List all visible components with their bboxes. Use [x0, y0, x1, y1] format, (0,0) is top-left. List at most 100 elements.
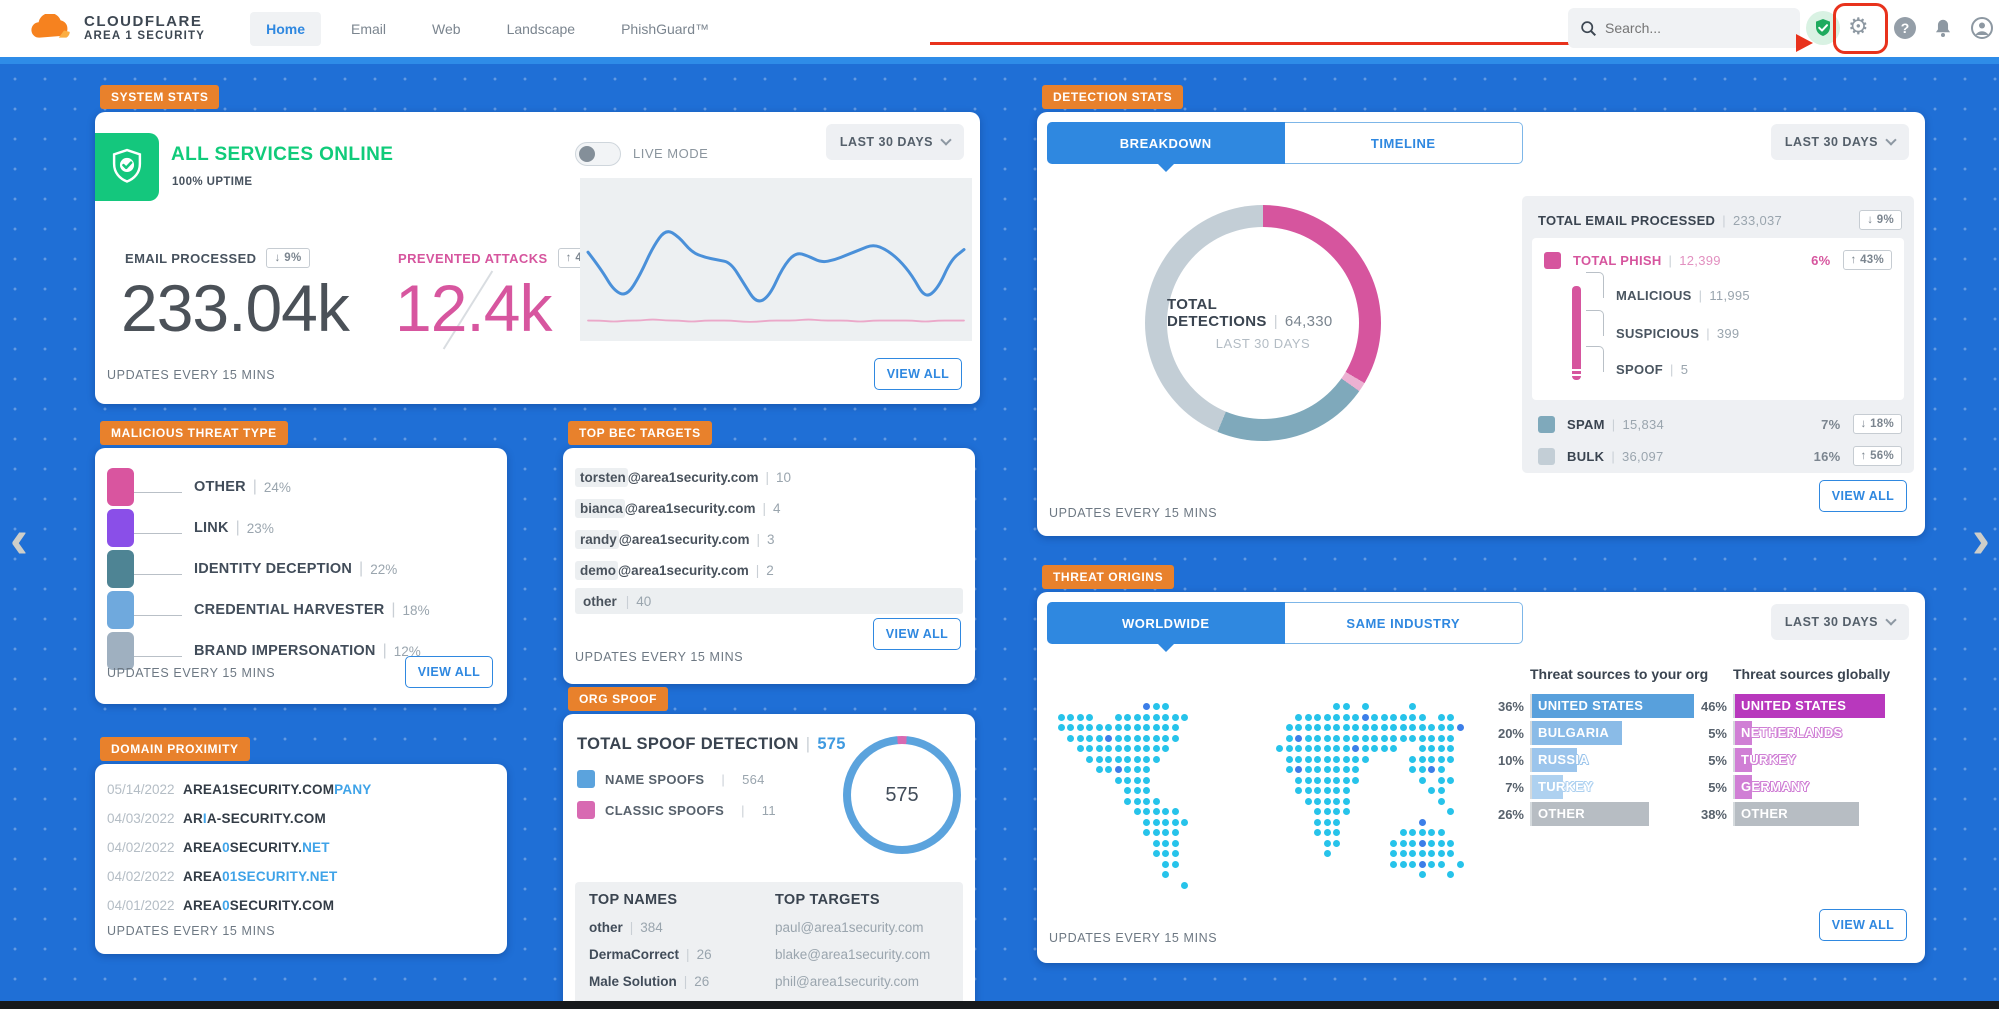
detection-tab-breakdown[interactable]: BREAKDOWN: [1047, 122, 1285, 172]
map-dot: [1437, 766, 1445, 773]
map-dot: [1162, 703, 1169, 710]
detection-range-dropdown[interactable]: LAST 30 DAYS: [1770, 124, 1909, 160]
world-threat-map: [1048, 703, 1488, 898]
previous-page-chevron[interactable]: ‹: [10, 509, 28, 569]
connector-elbow: [1586, 346, 1604, 372]
map-dot: [1114, 713, 1122, 721]
map-dot: [1162, 860, 1169, 868]
global-sources-title: Threat sources globally: [1733, 666, 1891, 682]
next-page-chevron[interactable]: ›: [1972, 509, 1990, 569]
search-box[interactable]: [1568, 8, 1800, 48]
legend-color-swatch: [577, 801, 595, 819]
threat-origins-view-all-button[interactable]: VIEW ALL: [1819, 909, 1907, 941]
domain-date: 04/01/2022: [107, 898, 175, 913]
threat-source-row: 5% TURKEY: [1685, 748, 1915, 772]
map-dot: [1390, 745, 1397, 752]
map-dot: [1333, 734, 1340, 742]
bec-target-row[interactable]: other | 40: [575, 588, 963, 614]
map-dot: [1447, 734, 1454, 742]
nav-item-email[interactable]: Email: [351, 20, 387, 37]
map-dot: [1409, 850, 1416, 857]
map-dot: [1143, 755, 1150, 763]
top-bec-targets-card: TOP BEC TARGETS torsten @area1security.co…: [563, 421, 975, 684]
threat-source-bar: [1735, 748, 1752, 772]
map-dot: [1447, 745, 1454, 752]
map-dot: [1304, 766, 1312, 773]
domain-proximity-updates-text: UPDATES EVERY 15 MINS: [107, 924, 276, 938]
map-dot: [1409, 766, 1416, 773]
range-label: LAST 30 DAYS: [839, 135, 933, 149]
map-dot: [1323, 755, 1331, 763]
settings-gear-icon[interactable]: ⚙: [1848, 13, 1869, 39]
map-dot: [1133, 787, 1141, 794]
bec-target-row[interactable]: demo @area1security.com | 2: [575, 557, 963, 583]
notifications-bell-icon[interactable]: [1932, 16, 1954, 45]
map-dot: [1086, 724, 1093, 731]
bec-view-all-button[interactable]: VIEW ALL: [873, 618, 961, 650]
detection-tab-timeline[interactable]: TIMELINE: [1284, 122, 1523, 164]
system-stats-view-all-button[interactable]: VIEW ALL: [874, 358, 962, 390]
malicious-threat-view-all-button[interactable]: VIEW ALL: [405, 656, 493, 688]
map-dot: [1390, 713, 1397, 721]
bec-target-row[interactable]: torsten @area1security.com | 10: [575, 464, 963, 490]
map-dot: [1171, 839, 1179, 847]
user-account-icon[interactable]: [1970, 16, 1994, 45]
map-dot: [1181, 818, 1188, 826]
org-spoof-card: ORG SPOOF TOTAL SPOOF DETECTION | 575 NAME…: [563, 687, 975, 1009]
map-dot: [1428, 745, 1435, 752]
nav-item-phishguard[interactable]: PhishGuard™: [621, 20, 710, 37]
map-dot: [1342, 755, 1350, 763]
top-name-row: Male Solution | 26: [589, 974, 710, 989]
map-dot: [1314, 818, 1321, 826]
domain-name: AREA01SECURITY.NET: [183, 869, 338, 884]
map-dot: [1352, 755, 1359, 763]
map-dot: [1152, 724, 1160, 731]
nav-item-web[interactable]: Web: [432, 20, 461, 37]
map-dot: [1323, 787, 1331, 794]
threat-origins-range-dropdown[interactable]: LAST 30 DAYS: [1770, 604, 1909, 640]
threat-source-percent: 20%: [1497, 725, 1524, 741]
threat-type-percent: 18%: [402, 602, 430, 618]
map-dot: [1418, 860, 1426, 868]
live-mode-toggle[interactable]: [575, 142, 621, 166]
map-dot: [1437, 839, 1445, 847]
map-dot: [1124, 724, 1131, 731]
domain-row[interactable]: 04/03/2022 ARIA-SECURITY.COM: [107, 811, 326, 826]
map-dot: [1162, 808, 1169, 815]
search-input[interactable]: [1605, 20, 1775, 36]
map-dot: [1380, 724, 1388, 731]
map-dot: [1143, 745, 1150, 752]
detection-view-all-button[interactable]: VIEW ALL: [1819, 480, 1907, 512]
range-label: LAST 30 DAYS: [1784, 615, 1878, 629]
bec-target-row[interactable]: bianca @area1security.com | 4: [575, 495, 963, 521]
detection-stats-tag: DETECTION STATS: [1042, 85, 1184, 109]
domain-row[interactable]: 04/02/2022 AREA0SECURITY.NET: [107, 840, 330, 855]
map-dot: [1418, 745, 1426, 752]
nav-item-landscape[interactable]: Landscape: [506, 20, 576, 37]
top-spoof-panel: TOP NAMES TOP TARGETS other | 384 DermaCorr…: [575, 882, 963, 1009]
domain-row[interactable]: 04/01/2022 AREA0SECURITY.COM: [107, 898, 334, 913]
map-dot: [1285, 755, 1293, 763]
threat-source-country: TURKEY: [1538, 779, 1594, 794]
map-dot: [1171, 734, 1179, 742]
nav-item-home[interactable]: Home: [250, 11, 321, 46]
domain-row[interactable]: 05/14/2022 AREA1SECURITY.COMPANY: [107, 782, 371, 797]
map-dot: [1105, 724, 1112, 731]
bec-target-row[interactable]: randy @area1security.com | 3: [575, 526, 963, 552]
threat-origins-tab-same-industry[interactable]: SAME INDUSTRY: [1284, 602, 1523, 644]
domain-date: 04/02/2022: [107, 840, 175, 855]
threat-origins-tab-worldwide[interactable]: WORLDWIDE: [1047, 602, 1285, 652]
domain-row[interactable]: 04/02/2022 AREA01SECURITY.NET: [107, 869, 337, 884]
system-stats-range-dropdown[interactable]: LAST 30 DAYS: [825, 124, 964, 160]
bec-target-count: 2: [766, 562, 774, 578]
map-dot: [1323, 808, 1331, 815]
map-dot: [1295, 713, 1302, 721]
cloudflare-logo-icon: [31, 13, 70, 38]
map-dot: [1133, 797, 1141, 805]
bec-target-name: demo: [575, 560, 619, 580]
map-dot: [1314, 787, 1321, 794]
map-dot: [1333, 818, 1340, 826]
separator: |: [391, 601, 396, 618]
help-icon[interactable]: ?: [1894, 17, 1916, 39]
map-dot: [1162, 724, 1169, 731]
